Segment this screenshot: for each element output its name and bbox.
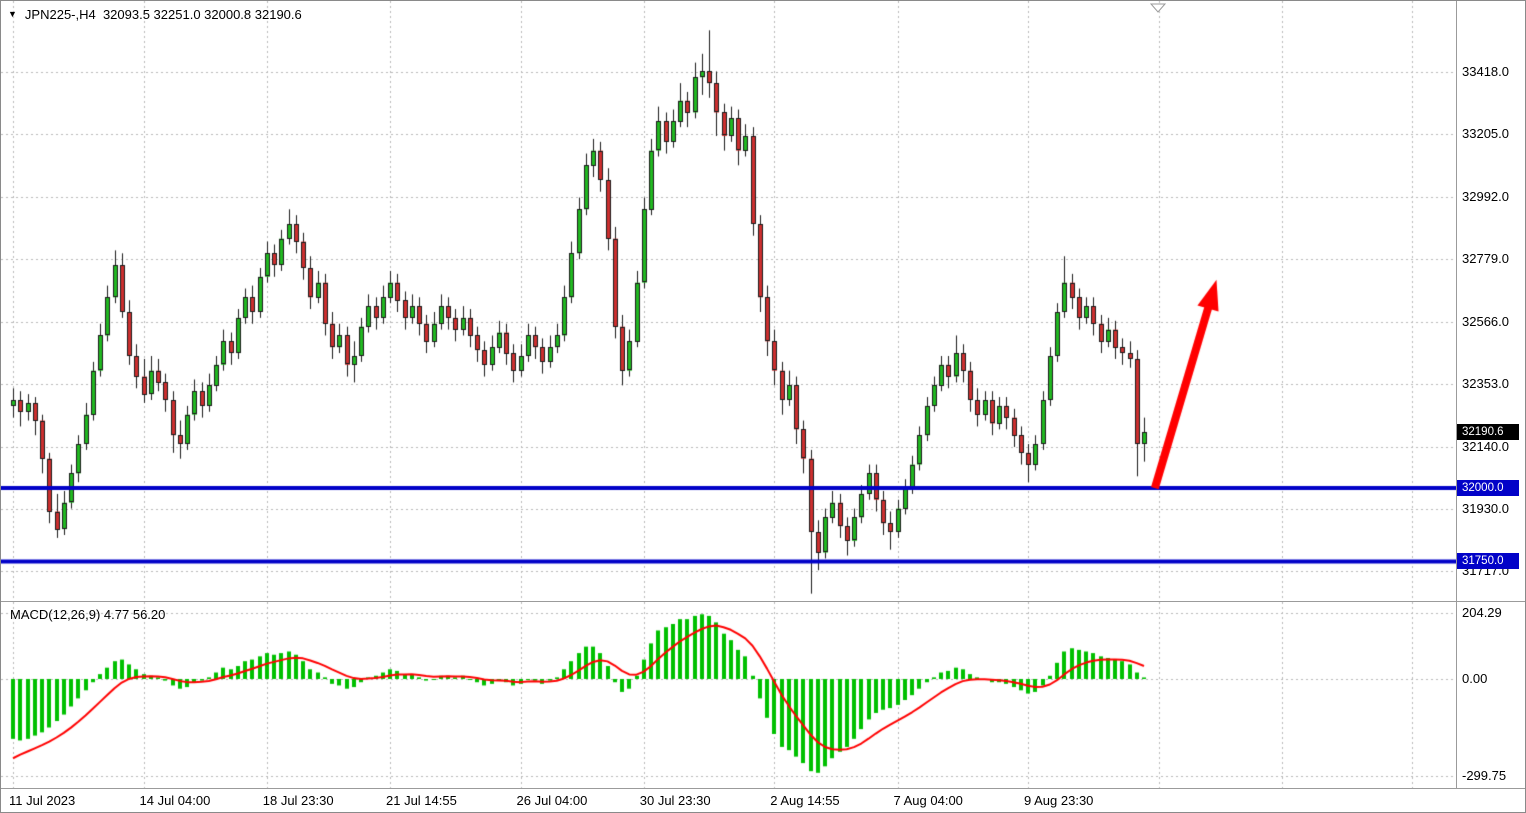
macd-axis-label: 204.29 xyxy=(1462,604,1502,620)
price-axis-label: 31930.0 xyxy=(1462,500,1509,516)
time-axis-label: 21 Jul 14:55 xyxy=(386,793,457,808)
macd-axis-label: 0.00 xyxy=(1462,670,1488,686)
chart-title: ▼ JPN225-,H4 32093.5 32251.0 32000.8 321… xyxy=(8,7,302,22)
price-axis-label: 32779.0 xyxy=(1462,251,1509,267)
price-axis-label: 32353.0 xyxy=(1462,376,1509,392)
macd-indicator-label: MACD(12,26,9) 4.77 56.20 xyxy=(10,607,166,622)
time-axis-label: 9 Aug 23:30 xyxy=(1024,793,1094,808)
price-axis-label: 33205.0 xyxy=(1462,126,1509,142)
price-chart-canvas[interactable] xyxy=(1,1,1456,601)
time-axis-divider xyxy=(1,788,1525,789)
support-level-badge-32000: 32000.0 xyxy=(1457,480,1519,497)
time-axis-label: 7 Aug 04:00 xyxy=(893,793,963,808)
price-axis-label: 32140.0 xyxy=(1462,438,1509,454)
time-axis[interactable]: 11 Jul 2023 14 Jul 04:00 18 Jul 23:30 21 Ju… xyxy=(1,789,1525,812)
macd-axis: 204.29 0.00 -299.75 xyxy=(1457,602,1525,788)
time-axis-label: 11 Jul 2023 xyxy=(9,793,76,808)
time-axis-label: 2 Aug 14:55 xyxy=(770,793,840,808)
price-scale-divider[interactable] xyxy=(1456,1,1457,788)
time-axis-label: 14 Jul 04:00 xyxy=(139,793,211,808)
price-axis-label: 32566.0 xyxy=(1462,313,1509,329)
price-axis-label: 33418.0 xyxy=(1462,64,1509,79)
macd-panel-canvas[interactable] xyxy=(1,602,1456,788)
time-axis-label: 30 Jul 23:30 xyxy=(639,793,711,808)
price-axis[interactable]: 33418.0 33205.0 32992.0 32779.0 32566.0 32353… xyxy=(1457,1,1525,601)
chart-shift-marker-icon[interactable] xyxy=(1150,3,1166,13)
time-axis-label: 18 Jul 23:30 xyxy=(262,793,334,808)
macd-axis-label: -299.75 xyxy=(1462,767,1507,783)
price-axis-label: 32992.0 xyxy=(1462,188,1509,204)
chart-title-text: JPN225-,H4 32093.5 32251.0 32000.8 32190… xyxy=(24,7,302,22)
current-price-badge: 32190.6 xyxy=(1457,424,1519,441)
symbol-marker-icon[interactable]: ▼ xyxy=(8,9,17,19)
panel-divider[interactable] xyxy=(1,601,1525,602)
time-axis-label: 26 Jul 04:00 xyxy=(516,793,588,808)
support-level-badge-31750: 31750.0 xyxy=(1457,553,1519,570)
